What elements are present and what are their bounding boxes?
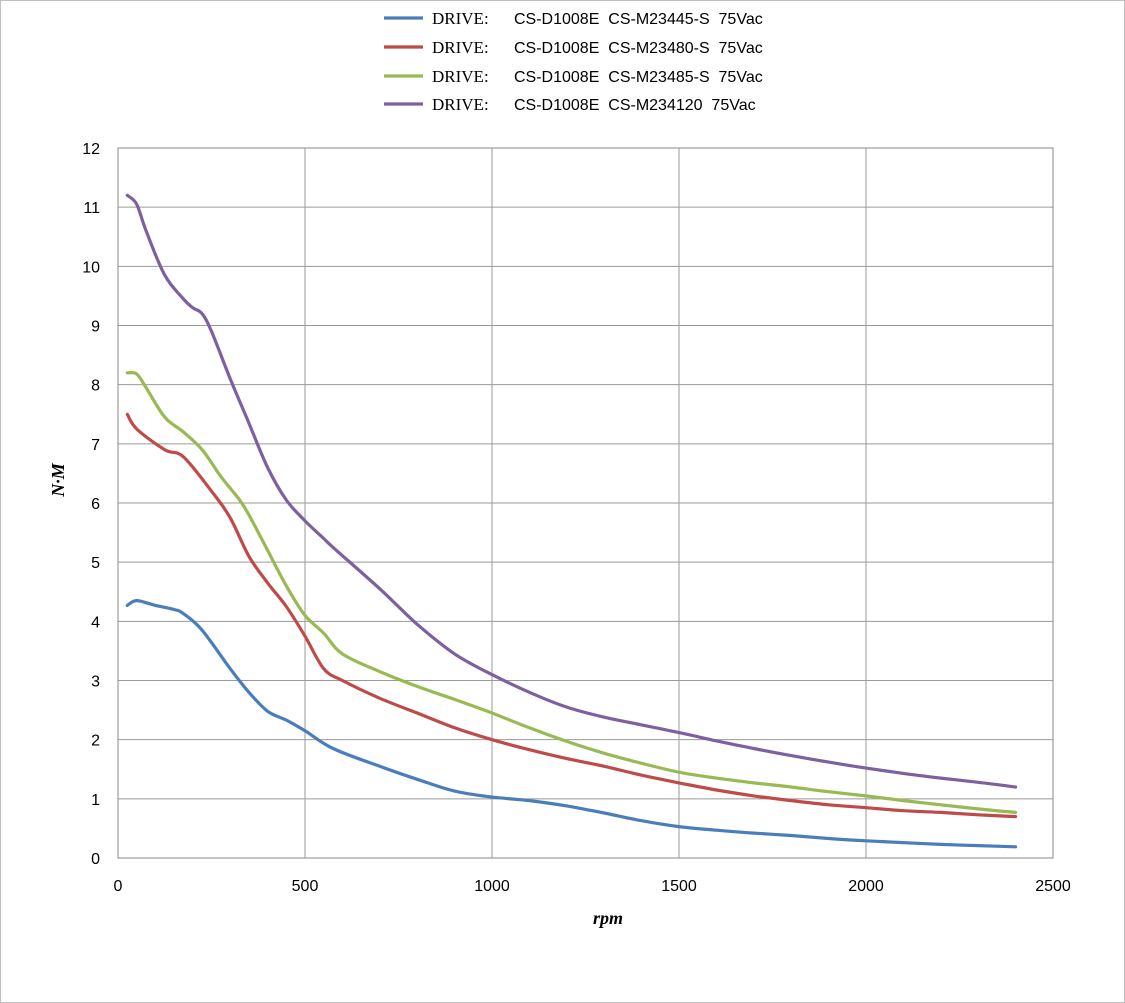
legend-series-name-3: CS-D1008E CS-M23485-S 75Vac [514,69,763,86]
y-tick-label-6: 6 [91,496,100,513]
legend-drive-label-2: DRIVE: [432,38,489,57]
series-line-3 [125,370,1018,814]
y-tick-label-7: 7 [91,437,100,454]
y-tick-label-12: 12 [82,141,100,158]
plot-border [117,147,1054,859]
x-tick-label-5: 2500 [1035,878,1071,895]
series-line-2 [125,412,1018,819]
y-tick-label-8: 8 [91,378,100,395]
legend: DRIVE: CS-D1008E CS-M23445-S 75Vac DRIVE: C… [384,9,763,114]
y-axis-title: N·M [48,462,68,497]
legend-series-name-2: CS-D1008E CS-M23480-S 75Vac [514,40,763,57]
x-tick-label-4: 2000 [848,878,884,895]
x-tick-label-3: 1500 [661,878,697,895]
legend-series-name-1: CS-D1008E CS-M23445-S 75Vac [514,11,763,28]
x-axis-ticks: 0 500 1000 1500 2000 2500 [114,878,1071,895]
legend-drive-label-1: DRIVE: [432,9,489,28]
legend-series-name-4: CS-D1008E CS-M234120 75Vac [514,97,756,114]
series-line-4 [125,193,1018,789]
y-tick-label-10: 10 [82,259,100,276]
y-tick-label-5: 5 [91,555,100,572]
y-tick-label-1: 1 [91,792,100,809]
x-tick-label-0: 0 [114,878,123,895]
series-lines [125,193,1018,849]
grid [117,147,1054,859]
x-tick-label-2: 1000 [474,878,510,895]
x-tick-label-1: 500 [292,878,319,895]
series-line-1 [125,599,1018,849]
plot-area [117,147,1054,859]
y-tick-label-11: 11 [83,200,100,217]
y-tick-label-9: 9 [91,319,100,336]
legend-drive-label-4: DRIVE: [432,95,489,114]
y-tick-label-4: 4 [91,614,100,631]
legend-drive-label-3: DRIVE: [432,67,489,86]
y-tick-label-3: 3 [91,674,100,691]
x-axis-title: rpm [593,908,623,928]
y-tick-label-0: 0 [91,851,100,868]
y-tick-label-2: 2 [91,733,100,750]
